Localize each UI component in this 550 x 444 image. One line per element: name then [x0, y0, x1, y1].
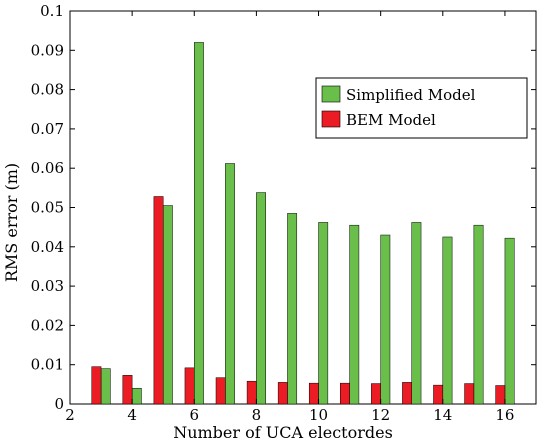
bar-bem-16 — [495, 385, 506, 405]
legend-box — [315, 77, 528, 139]
bar-simplified-12 — [380, 234, 391, 405]
bar-bem-12 — [371, 383, 381, 405]
bar-simplified-15 — [473, 224, 484, 405]
bar-bem-14 — [433, 384, 444, 405]
bar-simplified-16 — [504, 237, 515, 405]
y-tick-label: 0.07 — [31, 120, 64, 138]
legend-swatch-bem-model — [321, 110, 341, 128]
x-tick-label: 8 — [252, 406, 262, 424]
y-tick-label: 0 — [54, 395, 64, 413]
y-tick-label: 0.09 — [31, 41, 64, 59]
y-axis-title: RMS error (m) — [2, 163, 21, 282]
x-axis-ticks: 2 4 6 8 10 12 14 16 — [65, 11, 514, 424]
bar-simplified-6 — [194, 42, 204, 405]
bar-bem-5 — [153, 196, 164, 405]
bar-bem-8 — [246, 380, 257, 405]
x-tick-label: 10 — [309, 406, 328, 424]
bar-simplified-4 — [131, 388, 142, 405]
bar-bem-13 — [402, 382, 412, 405]
legend-label-bem-model: BEM Model — [346, 111, 436, 129]
x-tick-label: 6 — [189, 406, 199, 424]
bar-simplified-13 — [411, 222, 422, 405]
x-tick-label: 4 — [127, 406, 137, 424]
y-tick-label: 0.08 — [31, 81, 64, 99]
bar-simplified-14 — [442, 236, 453, 405]
bar-simplified-5 — [162, 205, 173, 405]
bar-bem-7 — [215, 377, 226, 405]
bar-bem-15 — [464, 383, 475, 405]
x-tick-label: 12 — [371, 406, 390, 424]
bar-bem-3 — [91, 366, 102, 405]
bar-simplified-8 — [256, 192, 266, 405]
bar-bem-4 — [122, 375, 133, 405]
bar-bem-11 — [340, 382, 350, 405]
bar-simplified-3 — [100, 368, 111, 405]
bar-simplified-11 — [349, 224, 360, 405]
y-tick-label: 0.04 — [31, 238, 64, 256]
y-tick-label: 0.05 — [31, 199, 64, 217]
y-tick-label: 0.03 — [31, 277, 64, 295]
legend-label-simplified-model: Simplified Model — [346, 86, 476, 104]
bar-bem-9 — [277, 382, 288, 405]
bar-bem-10 — [308, 382, 319, 405]
legend: Simplified Model BEM Model — [315, 77, 528, 139]
bar-simplified-10 — [318, 222, 329, 405]
plot-area — [69, 10, 537, 405]
bar-simplified-9 — [287, 213, 298, 405]
bars-group — [91, 42, 515, 405]
x-tick-label: 2 — [65, 406, 75, 424]
bar-bem-6 — [184, 367, 195, 405]
y-tick-label: 0.01 — [31, 356, 64, 374]
bar-simplified-7 — [225, 163, 235, 405]
y-tick-label: 0.1 — [40, 2, 64, 20]
x-axis-title: Number of UCA electordes — [173, 423, 393, 442]
y-tick-label: 0.02 — [31, 316, 64, 334]
y-tick-label: 0.06 — [31, 159, 64, 177]
x-tick-label: 16 — [495, 406, 514, 424]
x-tick-label: 14 — [433, 406, 452, 424]
y-axis-ticks: 0 0.01 0.02 0.03 0.04 0.05 0.06 0.07 0.08 0.09 0.1 — [31, 2, 536, 413]
legend-swatch-simplified-model — [321, 85, 341, 103]
